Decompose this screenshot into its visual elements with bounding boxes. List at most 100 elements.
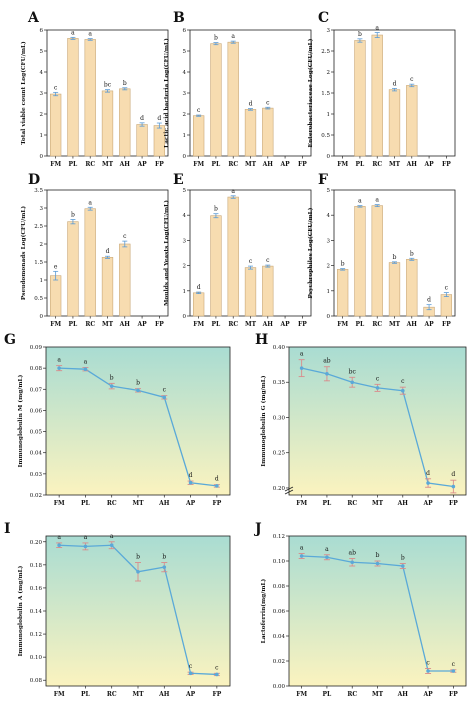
y-tick-label: 4 <box>327 213 331 219</box>
significance-letter: c <box>163 387 167 394</box>
data-point <box>350 380 355 385</box>
bar <box>227 196 239 317</box>
significance-letter: a <box>231 33 235 40</box>
significance-letter: d <box>197 284 201 291</box>
panel-i: I 0.08 0.10 0.12 0.14 0.16 0.18 0.20 Immunoglobu… <box>4 521 231 698</box>
significance-letter: b <box>136 380 140 387</box>
y-axis-label: Pseudomonads Log(CFU/mL) <box>20 206 27 301</box>
y-tick-label: 0.05 <box>30 430 43 436</box>
x-tick-label: AH <box>158 500 170 507</box>
y-tick-label: 0 <box>327 154 331 160</box>
bar <box>67 221 79 317</box>
y-tick-label: 0.10 <box>30 655 43 661</box>
significance-letter: c <box>266 257 270 264</box>
y-tick-label: 2 <box>327 70 331 76</box>
x-tick-label: RC <box>372 321 382 328</box>
bar <box>227 41 239 157</box>
data-point <box>57 543 61 548</box>
significance-letter: a <box>84 359 88 366</box>
bar <box>354 206 366 317</box>
panel-b: B 0 1 2 3 4 5 6 Lactic acid bacteria Log(CFU/mL)… <box>163 10 312 168</box>
y-axis-label: Immunoglobulin M (mg/mL) <box>17 374 24 467</box>
x-tick-label: FM <box>193 161 204 168</box>
x-tick-label: FP <box>442 321 451 328</box>
significance-letter: d <box>249 101 253 108</box>
significance-letter: b <box>401 555 405 562</box>
x-tick-label: FP <box>298 161 307 168</box>
x-tick-label: FP <box>155 161 164 168</box>
x-tick-label: AP <box>136 321 147 328</box>
axis-break-mark <box>284 486 294 492</box>
y-tick-label: 0 <box>183 154 187 160</box>
data-point <box>215 484 219 488</box>
y-tick-label: 0.03 <box>30 472 43 478</box>
significance-letter: a <box>57 534 61 541</box>
significance-letter: b <box>393 254 397 261</box>
x-tick-label: AH <box>406 161 418 168</box>
y-tick-label: 0.09 <box>30 345 43 351</box>
y-tick-label: 0 <box>40 314 44 320</box>
data-point <box>325 555 329 560</box>
y-tick-label: 0.16 <box>30 586 43 592</box>
data-point <box>451 669 456 673</box>
data-point <box>400 388 405 393</box>
significance-letter: b <box>136 554 140 561</box>
y-tick-label: 2 <box>40 112 44 118</box>
data-point <box>375 386 380 390</box>
bar <box>84 39 96 157</box>
bar <box>101 257 114 317</box>
significance-letter: bc <box>104 82 112 89</box>
y-tick-label: 2 <box>183 112 187 118</box>
y-tick-label: 1.5 <box>321 91 330 97</box>
panel-letter: I <box>4 521 11 537</box>
significance-letter: a <box>88 199 92 206</box>
panel-letter: H <box>255 332 268 348</box>
significance-letter: c <box>410 76 414 83</box>
y-tick-label: 0.18 <box>30 563 43 569</box>
y-tick-label: 3 <box>327 28 331 34</box>
x-tick-label: RC <box>347 500 357 507</box>
significance-letter: d <box>157 115 161 122</box>
y-tick-label: 0.00 <box>273 684 286 690</box>
significance-letter: a <box>84 534 88 541</box>
significance-letter: d <box>451 471 455 478</box>
y-tick-label: 0.04 <box>273 634 286 640</box>
plot-background <box>289 347 466 495</box>
data-point <box>299 366 304 370</box>
data-point <box>375 561 380 566</box>
significance-letter: d <box>393 80 397 87</box>
bar <box>440 294 453 317</box>
x-tick-label: MT <box>245 161 257 168</box>
significance-letter: b <box>110 374 114 381</box>
panel-letter: F <box>318 172 328 188</box>
y-tick-label: 2 <box>327 264 331 270</box>
x-tick-label: PL <box>323 691 333 698</box>
bar <box>119 243 131 317</box>
significance-letter: a <box>375 197 379 204</box>
x-tick-label: FM <box>337 321 348 328</box>
x-tick-label: AH <box>406 321 418 328</box>
x-tick-label: MT <box>372 691 384 698</box>
bar <box>210 215 222 317</box>
significance-letter: a <box>57 357 61 364</box>
y-tick-label: 0 <box>327 314 331 320</box>
significance-letter: b <box>376 552 380 559</box>
bar <box>84 208 96 317</box>
x-tick-label: AP <box>423 161 434 168</box>
bar <box>67 38 79 157</box>
significance-letter: bc <box>349 368 357 375</box>
y-tick-label: 0.5 <box>321 133 330 139</box>
y-tick-label: 0.04 <box>30 451 43 457</box>
bar <box>388 262 401 317</box>
panel-d: D 0 0.5 1 1.5 2 2.5 3 3.5 Pseudomonads Log(CFU/mL… <box>20 172 169 328</box>
x-tick-label: RC <box>347 691 357 698</box>
significance-letter: b <box>214 206 218 213</box>
plot-background <box>46 347 230 495</box>
significance-letter: a <box>110 533 114 540</box>
x-tick-label: FM <box>54 500 65 507</box>
y-tick-label: 0.02 <box>30 493 42 499</box>
x-tick-label: AH <box>119 161 131 168</box>
data-point <box>136 388 140 393</box>
bar <box>244 267 257 317</box>
bar <box>192 292 205 317</box>
